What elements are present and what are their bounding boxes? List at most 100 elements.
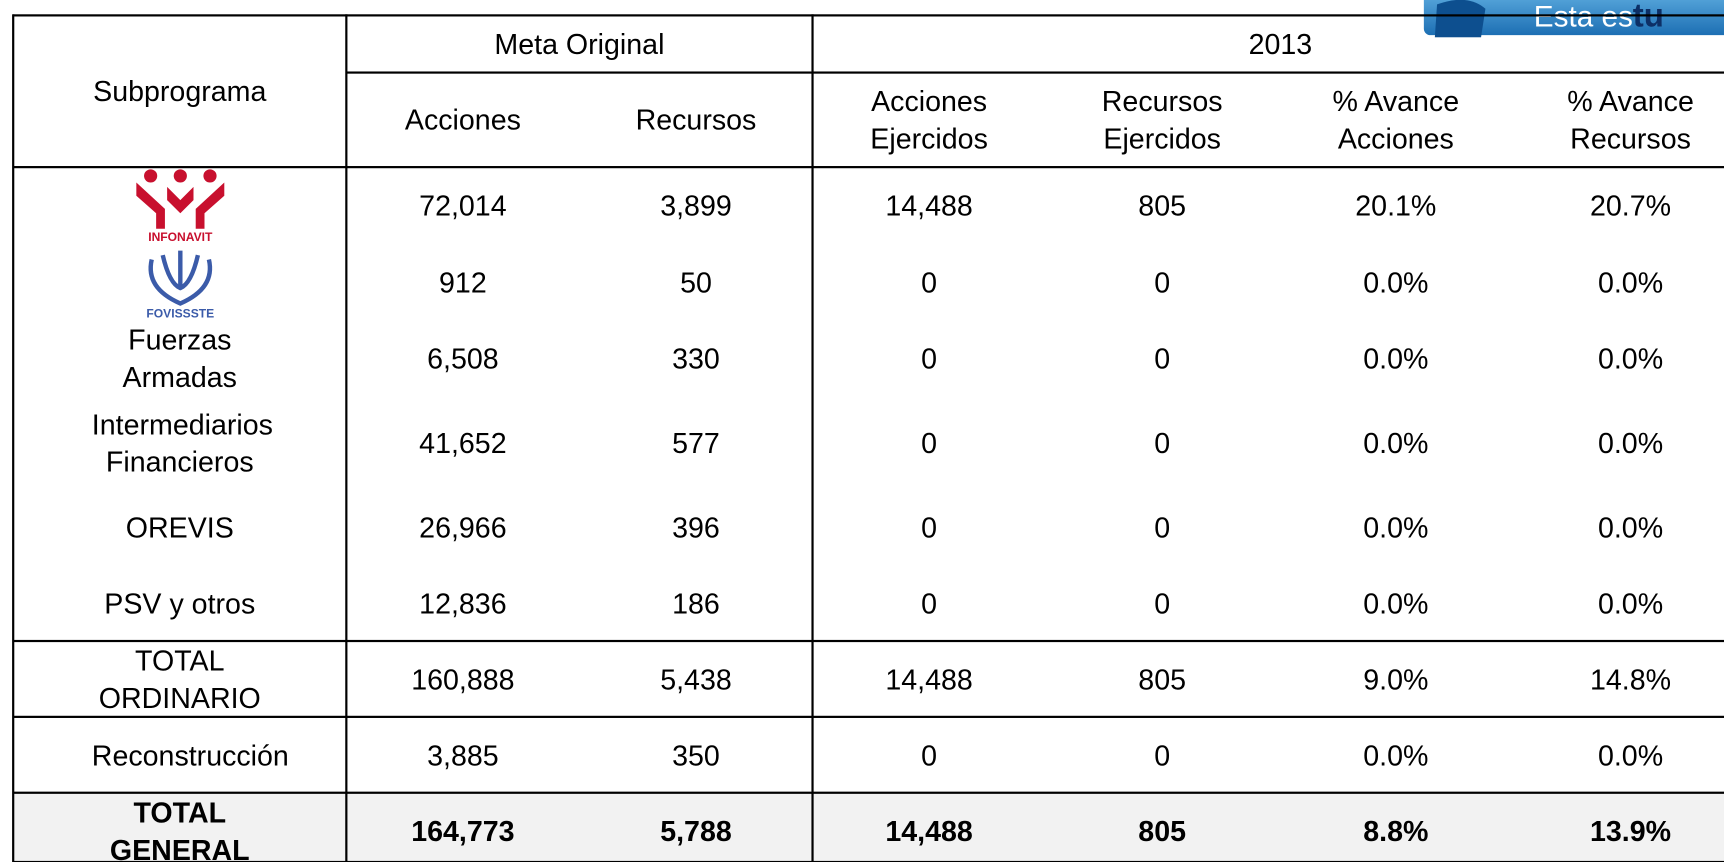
header-cell: Acciones (346, 73, 579, 168)
table-cell-text: 0 (1154, 587, 1171, 621)
row-logo: INFONAVIT (13, 167, 346, 244)
row-label: PSV y otros (13, 566, 346, 641)
table-cell: 5,438 (579, 641, 812, 717)
table-cell: 72,014 (346, 167, 579, 244)
table-cell-text: 14,488 (885, 814, 973, 848)
header-group: Meta Original (346, 15, 812, 72)
table-cell: 330 (579, 321, 812, 396)
table-cell-text: 5,438 (660, 662, 732, 696)
rule (811, 14, 814, 862)
table-cell: 9.0% (1279, 641, 1513, 717)
table-cell: 0.0% (1513, 321, 1724, 396)
table-cell-text: 0 (921, 341, 938, 375)
row-label: TOTAL GENERAL (13, 793, 346, 862)
table-cell: 14.8% (1513, 641, 1724, 717)
rule (346, 71, 1724, 74)
table-cell-text: 0 (921, 738, 938, 772)
table-cell-text: 160,888 (411, 662, 515, 696)
header-cell-text: Recursos (635, 103, 757, 137)
table-cell-text: 14,488 (885, 662, 973, 696)
table-cell: 0.0% (1279, 321, 1513, 396)
table-cell: 8.8% (1279, 793, 1513, 862)
table-cell: 0 (813, 717, 1046, 793)
rule (13, 14, 1724, 17)
table-cell: 0.0% (1279, 396, 1513, 489)
header-cell-text: Acciones Ejercidos (870, 84, 988, 156)
rule (12, 14, 15, 862)
table-cell: 14,488 (813, 641, 1046, 717)
header-cell-text: % Avance Recursos (1567, 84, 1694, 156)
rule (345, 14, 348, 862)
row-label: OREVIS (13, 489, 346, 566)
table-cell: 164,773 (346, 793, 579, 862)
table-cell: 13.9% (1513, 793, 1724, 862)
table-cell-text: 0.0% (1597, 341, 1664, 375)
row-logo: FOVISSSTE (13, 244, 346, 321)
row-label-text: Intermediarios Financieros (91, 407, 273, 478)
table-cell-text: 0.0% (1597, 587, 1664, 621)
table-cell: 0.0% (1513, 244, 1724, 321)
table-cell: 14,488 (813, 167, 1046, 244)
table-cell: 3,899 (579, 167, 812, 244)
table-cell: 912 (346, 244, 579, 321)
table-cell-text: 72,014 (419, 189, 507, 223)
table-cell-text: 0.0% (1363, 511, 1429, 545)
header-group-text: 2013 (1248, 27, 1313, 61)
logo-text: INFONAVIT (148, 230, 213, 244)
table-cell: 0.0% (1513, 489, 1724, 566)
table-cell: 0.0% (1513, 396, 1724, 489)
table-cell: 14,488 (813, 793, 1046, 862)
table-cell: 50 (579, 244, 812, 321)
table-cell: 350 (579, 717, 812, 793)
header-cell-text: % Avance Acciones (1332, 84, 1460, 156)
table-cell-text: 0 (1154, 341, 1171, 375)
banner-logo: Esta es tu (1423, 0, 1724, 38)
table-cell: 0 (1046, 321, 1279, 396)
table-cell-text: 0 (921, 266, 938, 300)
table-cell-text: 0 (921, 587, 938, 621)
banner-icon (1434, 0, 1486, 38)
rule (13, 860, 1724, 862)
row-label: Reconstrucción (13, 717, 346, 793)
rule (13, 166, 1724, 169)
header-cell: Acciones Ejercidos (813, 73, 1046, 168)
table-cell-text: 9.0% (1363, 662, 1429, 696)
table-cell: 0 (1046, 489, 1279, 566)
logo: INFONAVIT (135, 169, 224, 244)
table-cell-text: 0 (921, 511, 938, 545)
table-cell: 0 (813, 566, 1046, 641)
table-cell: 12,836 (346, 566, 579, 641)
table-cell: 20.7% (1513, 167, 1724, 244)
table-cell-text: 577 (672, 426, 720, 460)
total-band (13, 792, 1724, 862)
header-cell: % Avance Recursos (1513, 73, 1724, 168)
table-cell-text: 0 (1154, 738, 1171, 772)
table-cell: 0 (813, 396, 1046, 489)
table-cell: 0 (1046, 717, 1279, 793)
header-cell: Subprograma (13, 15, 346, 167)
table-cell: 0.0% (1513, 717, 1724, 793)
table-cell-text: 6,508 (427, 341, 499, 375)
row-label-text: Reconstrucción (91, 738, 289, 772)
row-label-text: TOTAL GENERAL (109, 795, 250, 862)
table-cell-text: 0 (921, 426, 938, 460)
table-cell-text: 14.8% (1590, 662, 1672, 696)
table-cell-text: 5,788 (660, 814, 732, 848)
table-cell-text: 0.0% (1597, 511, 1664, 545)
table-cell: 805 (1046, 793, 1279, 862)
table-cell-text: 26,966 (419, 511, 507, 545)
row-label-text: PSV y otros (104, 587, 256, 621)
table-cell: 41,652 (346, 396, 579, 489)
table-cell-text: 0 (1154, 426, 1171, 460)
header-cell: Recursos Ejercidos (1046, 73, 1279, 168)
table-cell: 0 (1046, 244, 1279, 321)
table-cell: 805 (1046, 641, 1279, 717)
rule (13, 715, 1724, 718)
header-cell-text: Subprograma (93, 74, 267, 108)
table-cell: 6,508 (346, 321, 579, 396)
table-cell-text: 186 (672, 587, 720, 621)
table-cell-text: 164,773 (411, 814, 515, 848)
table-cell: 805 (1046, 167, 1279, 244)
table-cell: 0.0% (1279, 566, 1513, 641)
table-cell-text: 0.0% (1363, 341, 1429, 375)
